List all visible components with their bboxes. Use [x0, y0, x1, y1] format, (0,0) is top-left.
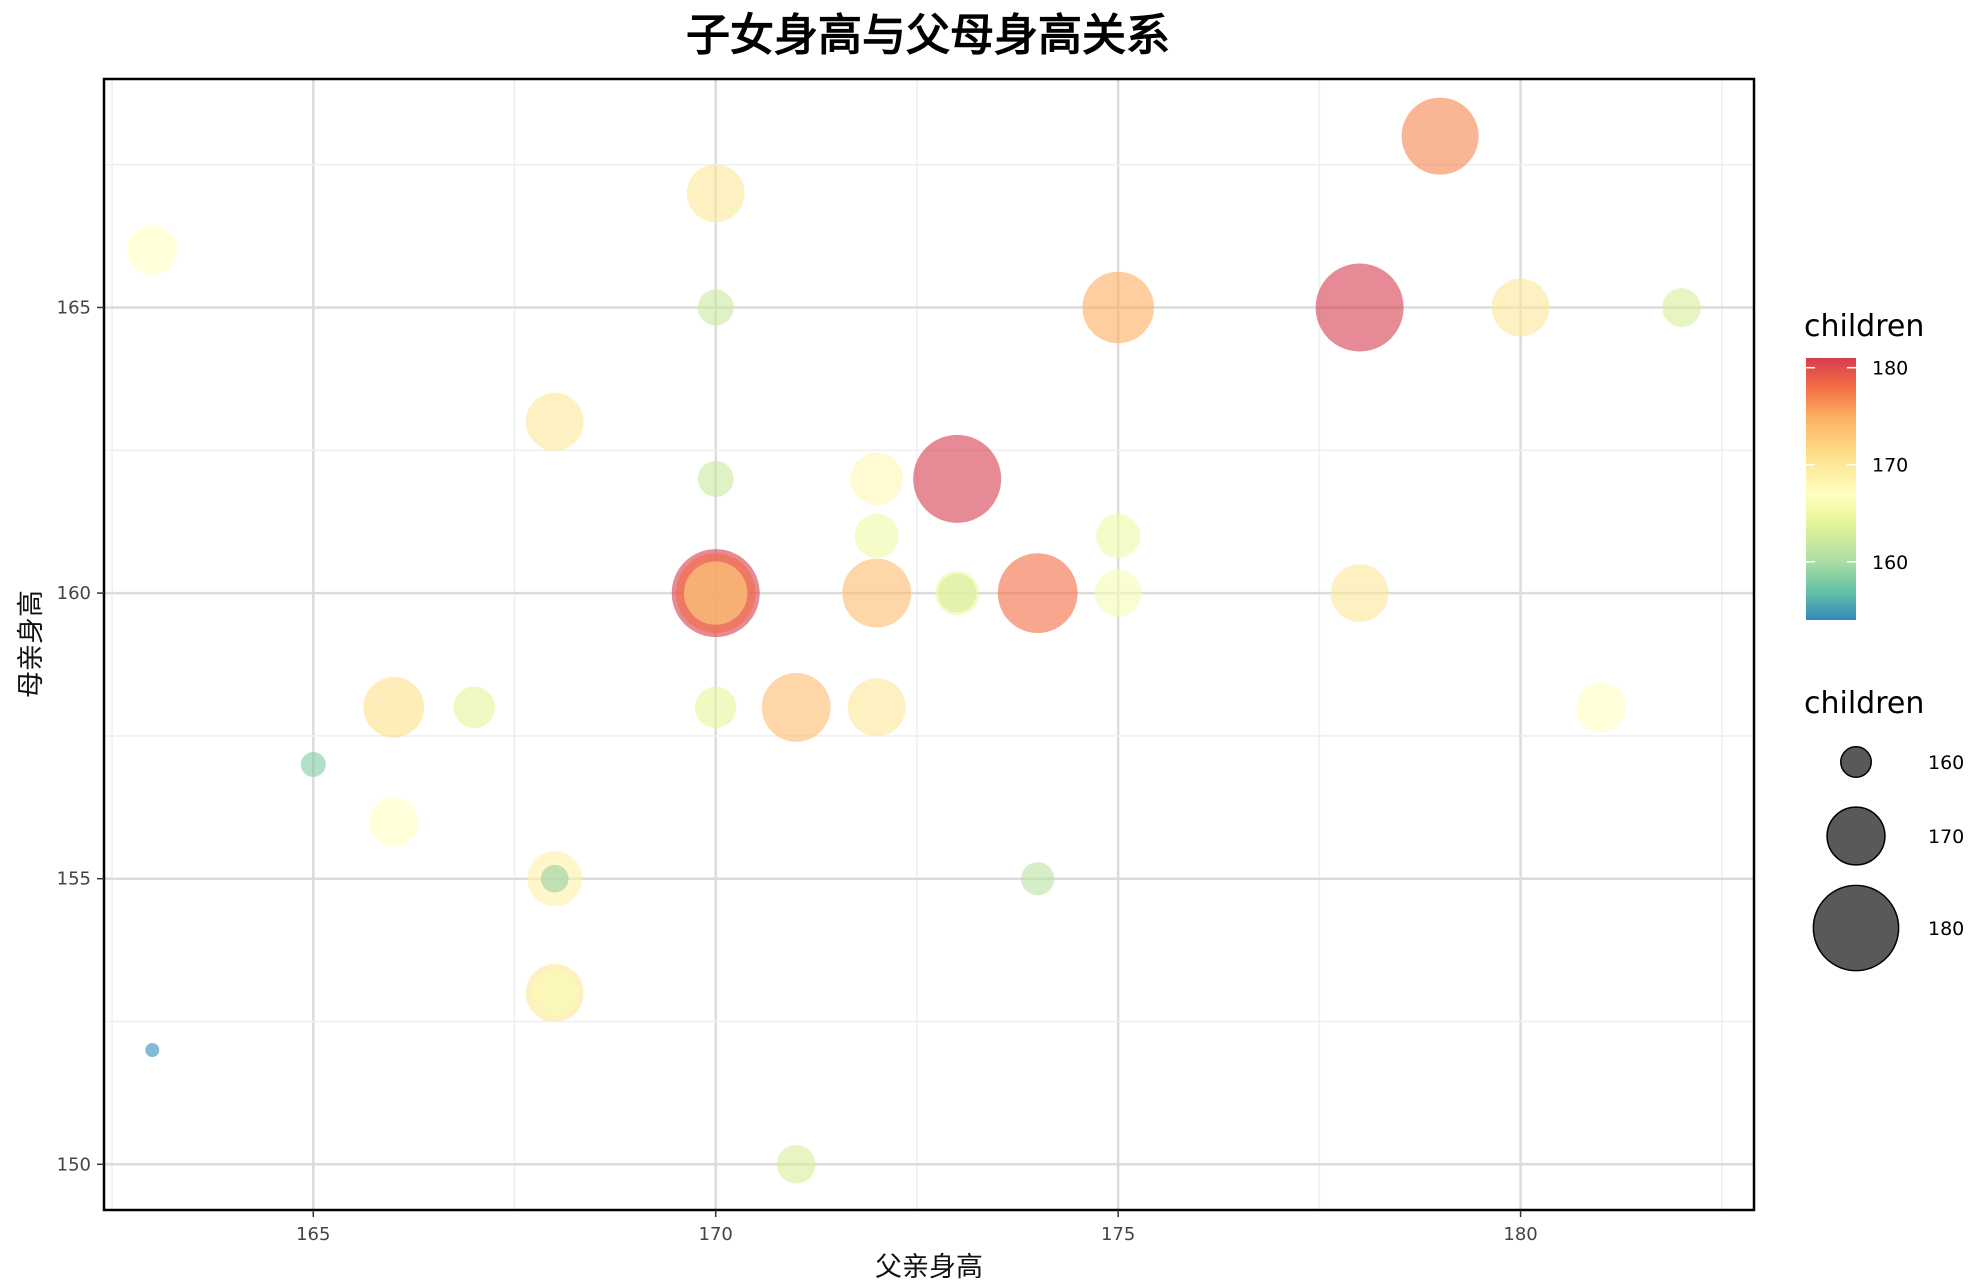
data-point: [854, 513, 899, 559]
data-point: [1491, 278, 1550, 337]
x-tick-label: 165: [296, 1224, 330, 1245]
data-point: [937, 573, 977, 613]
data-point: [684, 561, 748, 625]
data-point: [145, 1043, 160, 1058]
colorbar-ticks: 160 170 180: [1806, 358, 1908, 574]
data-point: [368, 796, 419, 847]
data-point: [1021, 862, 1055, 896]
data-point: [1094, 569, 1142, 617]
data-point: [686, 164, 745, 223]
x-tick-label: 175: [1101, 1224, 1135, 1245]
y-axis-ticks: 150 155 160 165: [57, 297, 104, 1175]
data-point: [300, 751, 326, 777]
y-tick-label: 150: [57, 1154, 91, 1175]
chart-title: 子女身高与父母身高关系: [686, 10, 1170, 61]
y-tick-label: 155: [57, 869, 91, 890]
data-points: [127, 97, 1701, 1184]
data-point: [453, 686, 495, 729]
size-legend-label: 180: [1928, 918, 1964, 940]
data-point: [776, 1144, 816, 1184]
data-point: [1662, 288, 1701, 327]
x-tick-label: 180: [1503, 1224, 1537, 1245]
data-point: [1082, 271, 1154, 344]
size-legend: children 160 170 180: [1804, 686, 1964, 972]
size-legend-title: children: [1804, 686, 1924, 721]
size-legend-keys: 160 170 180: [1812, 746, 1964, 972]
data-point: [1315, 263, 1404, 352]
data-point: [761, 672, 831, 742]
data-point: [1096, 513, 1141, 559]
data-point: [363, 677, 425, 738]
data-point: [525, 392, 584, 451]
data-point: [695, 686, 737, 729]
data-point: [540, 864, 569, 893]
data-point: [531, 969, 579, 1017]
size-legend-key: [1840, 746, 1872, 778]
size-legend-key: [1826, 806, 1886, 866]
grid: [104, 79, 1754, 1210]
data-point: [1576, 682, 1626, 733]
size-legend-key: [1812, 884, 1900, 972]
data-point: [997, 553, 1078, 633]
data-point: [697, 460, 734, 497]
y-axis-title: 母亲身高: [16, 590, 47, 698]
data-point: [1401, 97, 1479, 175]
color-legend-title: children: [1804, 309, 1924, 344]
colorbar-tick-label: 160: [1872, 552, 1908, 574]
colorbar: [1806, 358, 1856, 620]
data-point: [850, 452, 903, 506]
data-point: [697, 289, 734, 326]
size-legend-label: 170: [1928, 826, 1964, 848]
colorbar-tick-label: 180: [1872, 358, 1908, 380]
data-point: [842, 558, 912, 628]
data-point: [127, 225, 178, 276]
x-axis-title: 父亲身高: [875, 1252, 983, 1283]
plot-background: [104, 79, 1754, 1210]
size-legend-label: 160: [1928, 752, 1964, 774]
colorbar-tick-label: 170: [1872, 455, 1908, 477]
data-point: [1330, 564, 1389, 623]
y-tick-label: 160: [57, 583, 91, 604]
x-tick-label: 170: [699, 1224, 733, 1245]
data-point: [913, 434, 1002, 523]
plot-border: [102, 77, 1756, 1212]
data-point: [847, 678, 906, 737]
x-axis-ticks: 165 170 175 180: [296, 1210, 1538, 1245]
color-legend: children 160 170 180: [1804, 309, 1924, 620]
y-tick-label: 165: [57, 297, 91, 318]
